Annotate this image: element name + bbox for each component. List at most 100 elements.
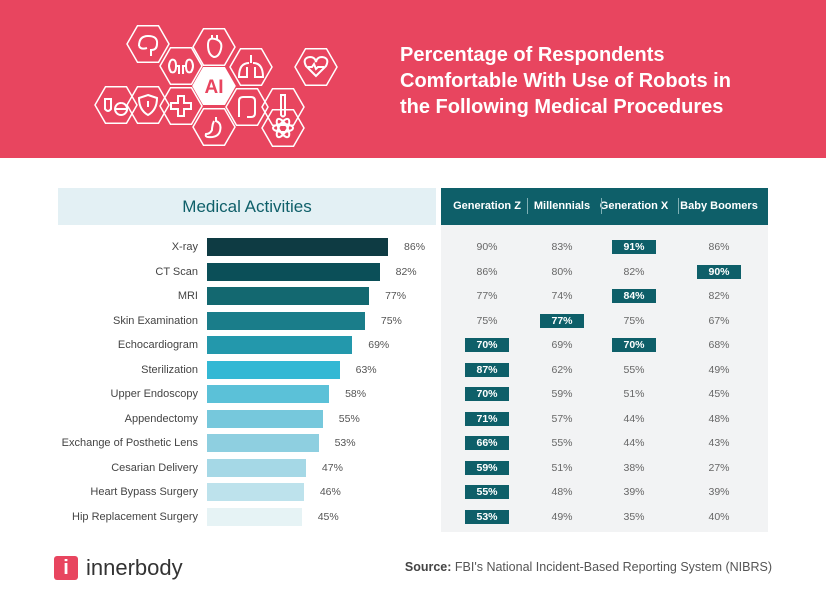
bar — [207, 409, 323, 428]
bar-label: Appendectomy — [124, 412, 198, 425]
bar — [207, 458, 306, 477]
table-cell: 82% — [708, 290, 730, 302]
bar — [207, 238, 389, 256]
table-cell: 70% — [465, 338, 509, 352]
bar-value-label: 63% — [355, 363, 377, 376]
table-cell: 44% — [623, 412, 645, 425]
column-header: Millennials — [533, 200, 591, 212]
table-cell: 67% — [708, 314, 730, 327]
table-cell: 57% — [551, 412, 573, 425]
table-cell: 77% — [540, 313, 584, 328]
source-label: Source: — [404, 560, 452, 574]
table-cell: 55% — [551, 437, 573, 449]
column-header: Baby Boomers — [680, 200, 758, 212]
bar — [207, 336, 353, 354]
table-cell: 38% — [623, 461, 645, 474]
lungs-icon — [229, 48, 273, 86]
bar-value-label: 47% — [321, 461, 343, 474]
table-cell: 51% — [551, 461, 573, 474]
bar-value-label: 55% — [338, 412, 360, 425]
logo-text: innerbody — [86, 555, 183, 580]
bar-label: X-ray — [171, 241, 198, 253]
bar — [207, 287, 370, 305]
source-text: FBI's National Incident-Based Reporting … — [451, 560, 772, 574]
column-divider — [527, 198, 528, 214]
bar-label: MRI — [177, 290, 198, 302]
table-cell: 86% — [476, 265, 498, 278]
page-title: Percentage of Respondents Comfortable Wi… — [400, 42, 800, 120]
table-cell: 91% — [612, 240, 656, 254]
bar-label: Echocardiogram — [117, 339, 198, 351]
table-cell: 62% — [551, 363, 573, 376]
bar — [207, 507, 302, 526]
bar-value-label: 77% — [385, 290, 407, 302]
bar-label: Exchange of Posthetic Lens — [61, 437, 198, 449]
logo-mark-icon: i — [54, 556, 78, 580]
table-cell: 87% — [465, 362, 509, 377]
chart-title: Medical Activities — [58, 188, 436, 225]
table-cell: 39% — [708, 486, 730, 498]
header-banner: AI Percentage of Respondents Comfortable… — [0, 0, 826, 158]
bar — [207, 311, 365, 330]
bar — [207, 434, 319, 452]
kidneys-icon — [159, 47, 203, 85]
bar-label: Sterilization — [141, 363, 198, 376]
table-cell: 49% — [708, 363, 730, 376]
table-cell: 75% — [623, 314, 645, 327]
bar — [207, 262, 380, 281]
table-cell: 55% — [623, 363, 645, 376]
table-cell: 35% — [623, 510, 645, 523]
table-cell: 44% — [623, 437, 645, 449]
ai-label: AI — [205, 77, 224, 98]
table-cell: 74% — [551, 290, 573, 302]
table-cell: 66% — [465, 436, 509, 450]
table-body: 90% 83% 91% 86% 86% 80% 82% 90% 77% 74% 84% 82% 75% 7… — [441, 225, 768, 532]
table-cell: 48% — [551, 486, 573, 498]
atom-icon — [261, 109, 305, 147]
table-cell: 75% — [476, 314, 498, 327]
medical-icons-cluster: AI — [94, 25, 338, 147]
bar-value-label: 45% — [317, 510, 339, 523]
title-line: Comfortable With Use of Robots in — [400, 70, 731, 92]
bar-label: Skin Examination — [113, 314, 198, 327]
source-note: Source: FBI's National Incident-Based Re… — [405, 560, 772, 574]
shield-icon — [126, 86, 170, 124]
heart-organ-icon — [192, 28, 236, 66]
table-cell: 55% — [465, 485, 509, 499]
test-tube-icon — [261, 88, 305, 126]
bar — [207, 385, 330, 403]
table-cell: 49% — [551, 510, 573, 523]
intestine-icon — [225, 88, 269, 126]
table-cell: 59% — [551, 388, 573, 400]
column-header: Generation X — [599, 200, 669, 212]
table-cell: 45% — [708, 388, 730, 400]
table-cell: 86% — [708, 241, 730, 253]
bar-value-label: 75% — [380, 314, 402, 327]
table-cell: 90% — [476, 241, 498, 253]
table-cell: 48% — [708, 412, 730, 425]
table-cell: 71% — [465, 411, 509, 426]
bar — [207, 483, 304, 501]
bar-value-label: 82% — [395, 265, 417, 278]
table-cell: 70% — [612, 338, 656, 352]
table-cell: 69% — [551, 339, 573, 351]
bar-value-label: 86% — [404, 241, 426, 253]
table-cell: 68% — [708, 339, 730, 351]
column-divider — [678, 198, 679, 214]
table-header: Generation Z Millennials Generation X Baby … — [441, 188, 768, 225]
ai-icon: AI — [192, 67, 236, 105]
table-cell: 39% — [623, 486, 645, 498]
table-cell: 77% — [476, 290, 498, 302]
medical-cross-icon — [159, 87, 203, 125]
bar-label: Hip Replacement Surgery — [72, 510, 198, 523]
bar-label: Upper Endoscopy — [110, 388, 198, 400]
innerbody-logo: i innerbody — [54, 555, 183, 581]
table-cell: 43% — [708, 437, 730, 449]
column-divider — [601, 198, 602, 214]
table-cell: 40% — [708, 510, 730, 523]
table-cell: 51% — [623, 388, 645, 400]
table-cell: 80% — [551, 265, 573, 278]
table-cell: 27% — [708, 461, 730, 474]
table-cell: 82% — [623, 265, 645, 278]
table-cell: 84% — [612, 289, 656, 303]
